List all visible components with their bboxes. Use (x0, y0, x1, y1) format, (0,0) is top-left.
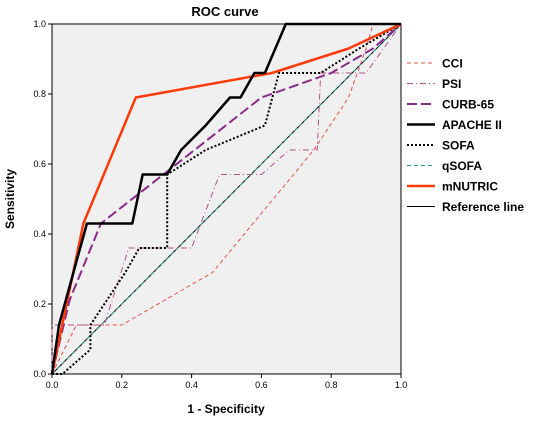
x-tick-label: 0.4 (185, 380, 198, 390)
axes-layer: 0.0 0.2 0.4 0.6 0.8 1.0 0.0 0.2 0.4 0.6 0.8 1.0 (33, 19, 407, 390)
y-tick-label: 1.0 (33, 19, 46, 29)
y-tick-label: 0.4 (33, 229, 46, 239)
series-apache-ii-line (50, 22, 401, 375)
series-mnutric-line (50, 22, 402, 375)
x-tick-label: 1.0 (395, 380, 408, 390)
legend-label-mnutric: mNUTRIC (442, 180, 498, 194)
legend-label-sofa: SOFA (442, 139, 475, 153)
legend-label-cci: CCI (442, 57, 463, 71)
x-tick-label: 0.2 (116, 380, 129, 390)
legend-label-psi: PSI (442, 77, 461, 91)
x-axis-title: 1 - Specificity (187, 402, 265, 416)
legend-label-curb-65: CURB-65 (442, 98, 494, 112)
x-tick-label: 0.6 (255, 380, 268, 390)
y-tick-label: 0.8 (33, 89, 46, 99)
legend: CCI PSI CURB-65 APACHE II SOFA qSOFA mNUTRIC Re… (407, 57, 524, 214)
chart-title: ROC curve (191, 4, 258, 19)
series-curb-65-line (51, 23, 402, 375)
y-tick-label: 0.2 (33, 299, 46, 309)
legend-label-reference-line: Reference line (442, 200, 524, 214)
legend-label-apache-ii: APACHE II (442, 118, 502, 132)
x-tick-label: 0.8 (325, 380, 338, 390)
series-psi-line (51, 23, 402, 374)
series-sofa-line (52, 23, 402, 375)
y-axis-title: Sensitivity (3, 169, 17, 229)
legend-label-qsofa: qSOFA (442, 159, 482, 173)
series-qsofa-line (51, 23, 402, 375)
x-tick-label: 0.0 (46, 380, 59, 390)
curves-layer (50, 22, 402, 375)
y-tick-label: 0.0 (33, 369, 46, 379)
y-tick-label: 0.6 (33, 159, 46, 169)
